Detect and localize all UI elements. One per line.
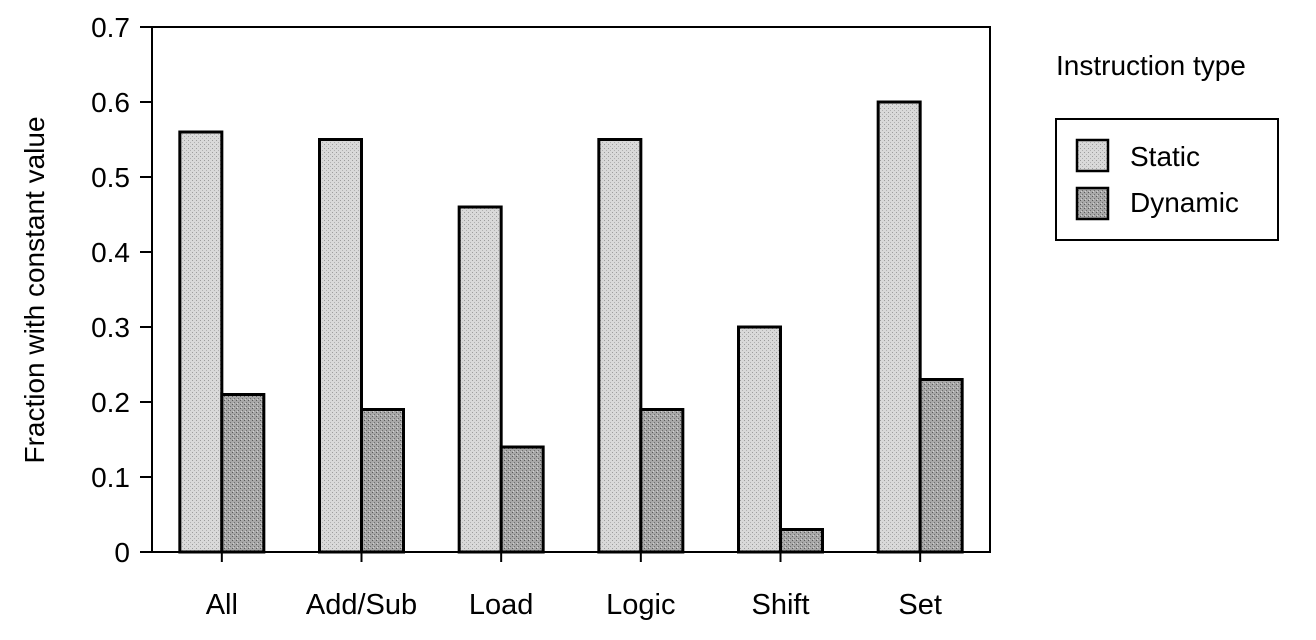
bar-static-all bbox=[178, 130, 224, 554]
bar-dynamic-shift bbox=[779, 528, 824, 554]
bar-static-load bbox=[457, 205, 503, 554]
x-category-label: All bbox=[206, 589, 238, 621]
bar-dynamic-add-sub bbox=[360, 408, 405, 554]
y-tick-label: 0.6 bbox=[91, 87, 130, 118]
legend-label-static: Static bbox=[1130, 141, 1200, 172]
legend-box bbox=[1055, 118, 1279, 241]
y-tick-label: 0.4 bbox=[91, 237, 130, 268]
x-category-label: Load bbox=[469, 589, 534, 621]
bar-dynamic-set bbox=[918, 378, 964, 554]
legend-title: Instruction type bbox=[1056, 50, 1246, 81]
bar-dynamic-load bbox=[499, 445, 545, 554]
y-axis-label: Fraction with constant value bbox=[19, 116, 50, 463]
y-tick-label: 0.5 bbox=[91, 162, 130, 193]
bar-static-shift bbox=[737, 325, 782, 554]
y-tick-label: 0.7 bbox=[91, 12, 130, 43]
legend-swatch-static bbox=[1075, 138, 1110, 173]
bar-dynamic-all bbox=[220, 393, 266, 554]
legend-label-dynamic: Dynamic bbox=[1130, 187, 1239, 218]
x-category-label: Shift bbox=[751, 589, 809, 621]
bars bbox=[178, 100, 964, 554]
y-tick-label: 0.2 bbox=[91, 387, 130, 418]
x-axis: All Add/Sub Load Logic Shift Set bbox=[206, 552, 942, 621]
y-tick-label: 0 bbox=[114, 537, 130, 568]
x-category-label: Add/Sub bbox=[306, 589, 417, 621]
legend: Instruction type Static Dynamic bbox=[1055, 50, 1279, 241]
bar-dynamic-logic bbox=[639, 408, 685, 554]
y-tick-label: 0.3 bbox=[91, 312, 130, 343]
plot-area-frame bbox=[151, 26, 991, 553]
x-category-label: Set bbox=[898, 589, 942, 621]
bar-static-set bbox=[876, 100, 922, 554]
bar-static-add-sub bbox=[318, 138, 363, 554]
y-tick-label: 0.1 bbox=[91, 462, 130, 493]
y-axis: 0 0.1 0.2 0.3 0.4 0.5 0.6 0.7 bbox=[91, 12, 152, 568]
x-category-label: Logic bbox=[606, 589, 675, 621]
bar-static-logic bbox=[597, 138, 643, 554]
legend-swatch-dynamic bbox=[1075, 186, 1110, 221]
